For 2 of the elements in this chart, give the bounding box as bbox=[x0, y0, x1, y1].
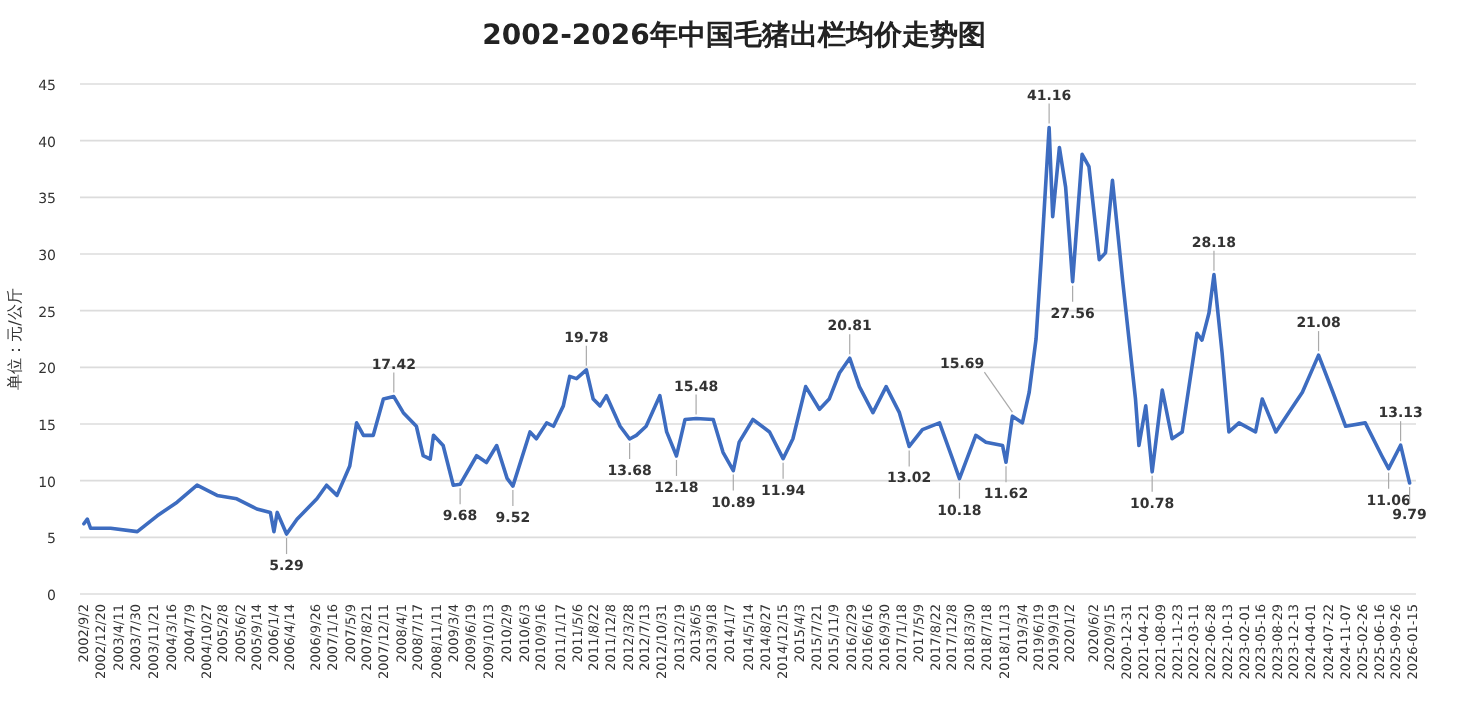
y-axis-title: 单位：元/公斤 bbox=[6, 288, 24, 390]
chart-title: 2002-2026年中国毛猪出栏均价走势图 bbox=[482, 18, 986, 52]
